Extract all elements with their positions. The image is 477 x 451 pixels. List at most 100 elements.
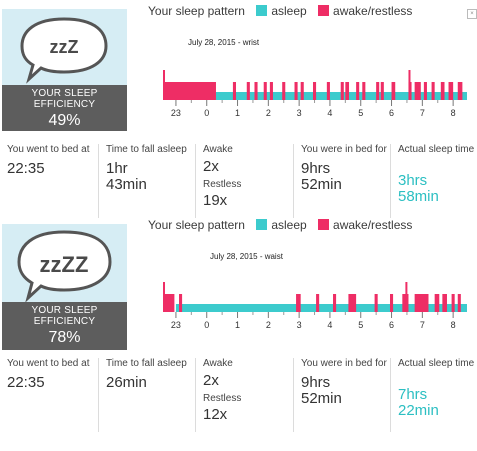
actual-sleep-value: 7hrs: [398, 386, 428, 403]
restless-label: Restless: [203, 179, 242, 190]
awake-segment: [254, 82, 258, 100]
sleep-timeline-chart: 23 0 1 2 3 4 5 6 7 8: [163, 282, 468, 330]
awake-segment: [374, 294, 378, 312]
sleep-timeline-chart: 23 0 1 2 3 4 5 6 7 8: [163, 70, 467, 118]
tick-label: 7: [420, 320, 425, 330]
tick-label: 5: [358, 320, 363, 330]
actual-sleep-value-2: 58min: [398, 188, 439, 205]
awake-segment: [448, 82, 454, 100]
stat-bedtime: You went to bed at 22:35: [0, 144, 100, 218]
tick-label: 1: [235, 320, 240, 330]
legend-asleep: asleep: [271, 4, 307, 18]
awake-segment: [163, 294, 175, 312]
awake-segment: [434, 294, 440, 312]
bedtime-value: 22:35: [7, 374, 45, 391]
awake-marker: [405, 282, 408, 312]
in-bed-value-2: 52min: [301, 176, 342, 193]
bubble-shape: [17, 230, 112, 303]
chart-legend: Your sleep pattern asleep awake/restless: [148, 4, 412, 18]
awake-segment: [294, 82, 298, 100]
restless-label: Restless: [203, 393, 242, 404]
close-icon[interactable]: ×: [467, 9, 477, 19]
asleep-swatch: [256, 5, 268, 16]
restless-value: 12x: [203, 406, 228, 423]
actual-sleep-value-2: 22min: [398, 402, 439, 419]
awake-segment: [345, 82, 350, 100]
efficiency-card: zzZZ YOUR SLEEP EFFICIENCY 78%: [2, 224, 127, 350]
speech-bubble-icon: zzZ: [20, 17, 108, 84]
tick-label: 1: [235, 108, 240, 118]
tick-label: 6: [389, 320, 394, 330]
legend-awake: awake/restless: [333, 218, 413, 232]
efficiency-value: 49%: [48, 112, 81, 129]
bubble-text: zzZ: [50, 37, 79, 57]
tick-label: 3: [297, 108, 302, 118]
stat-actual-sleep: Actual sleep time 7hrs 22min: [390, 358, 477, 432]
awake-segment: [440, 82, 445, 100]
fall-asleep-label: Time to fall asleep: [106, 144, 187, 155]
awake-segment: [300, 82, 304, 100]
legend-title: Your sleep pattern: [148, 4, 245, 18]
efficiency-box: YOUR SLEEP EFFICIENCY 49%: [2, 85, 127, 131]
asleep-swatch: [256, 219, 268, 230]
stat-in-bed: You were in bed for 9hrs 52min: [293, 144, 389, 218]
tick-label: 4: [327, 320, 332, 330]
stat-awake: Awake 2x Restless 19x: [195, 144, 292, 218]
stat-actual-sleep: Actual sleep time 3hrs 58min: [390, 144, 477, 218]
tick-label: 4: [327, 108, 332, 118]
chart-legend: Your sleep pattern asleep awake/restless: [148, 218, 412, 232]
in-bed-label: You were in bed for: [301, 358, 387, 369]
sleep-panel-waist: zzZZ YOUR SLEEP EFFICIENCY 78% Your slee…: [0, 218, 477, 451]
awake-segment: [356, 82, 360, 100]
actual-sleep-label: Actual sleep time: [398, 358, 475, 369]
card-illustration: zzZZ: [2, 224, 127, 303]
tick-label: 7: [420, 108, 425, 118]
awake-segment: [316, 294, 320, 312]
awake-segment: [380, 82, 384, 100]
chart-title: July 28, 2015 - wrist: [188, 38, 260, 47]
awake-marker: [163, 282, 165, 312]
stat-time-to-fall-asleep: Time to fall asleep 1hr 43min: [98, 144, 194, 218]
awake-segment: [457, 82, 463, 100]
awake-segment: [296, 294, 301, 312]
awake-value: 2x: [203, 158, 219, 175]
tick-label: 0: [204, 320, 209, 330]
efficiency-card: zzZ YOUR SLEEP EFFICIENCY 49%: [2, 9, 127, 131]
awake-marker: [163, 70, 165, 100]
stats-row: You went to bed at 22:35 Time to fall as…: [0, 144, 477, 222]
awake-segment: [414, 294, 429, 312]
efficiency-value: 78%: [48, 329, 81, 346]
efficiency-label: YOUR SLEEP EFFICIENCY: [31, 305, 98, 327]
fall-asleep-value-2: 43min: [106, 176, 147, 193]
bedtime-label: You went to bed at: [7, 358, 90, 369]
legend-title: Your sleep pattern: [148, 218, 245, 232]
awake-segment: [423, 82, 427, 100]
tick-label: 5: [358, 108, 363, 118]
awake-segment: [312, 82, 317, 100]
awake-label: Awake: [203, 144, 233, 155]
restless-value: 19x: [203, 192, 228, 209]
bedtime-label: You went to bed at: [7, 144, 90, 155]
awake-segment: [340, 82, 344, 100]
tick-label: 2: [266, 320, 271, 330]
legend-awake: awake/restless: [333, 4, 413, 18]
awake-segment: [326, 82, 330, 100]
awake-segment: [348, 294, 357, 312]
stat-bedtime: You went to bed at 22:35: [0, 358, 100, 432]
asleep-bar: [175, 304, 468, 312]
tick-label: 8: [451, 320, 456, 330]
awake-segment: [442, 294, 447, 312]
in-bed-value: 9hrs: [301, 160, 331, 177]
awake-segment: [457, 294, 461, 312]
tick-label: 6: [389, 108, 394, 118]
awake-segment: [376, 82, 380, 100]
awake-marker: [408, 70, 411, 100]
awake-value: 2x: [203, 372, 219, 389]
in-bed-value: 9hrs: [301, 374, 331, 391]
bubble-text: zzZZ: [40, 252, 89, 277]
stats-row: You went to bed at 22:35 Time to fall as…: [0, 358, 477, 436]
bedtime-value: 22:35: [7, 160, 45, 177]
tick-label: 8: [451, 108, 456, 118]
awake-segment: [263, 82, 267, 100]
awake-label: Awake: [203, 358, 233, 369]
